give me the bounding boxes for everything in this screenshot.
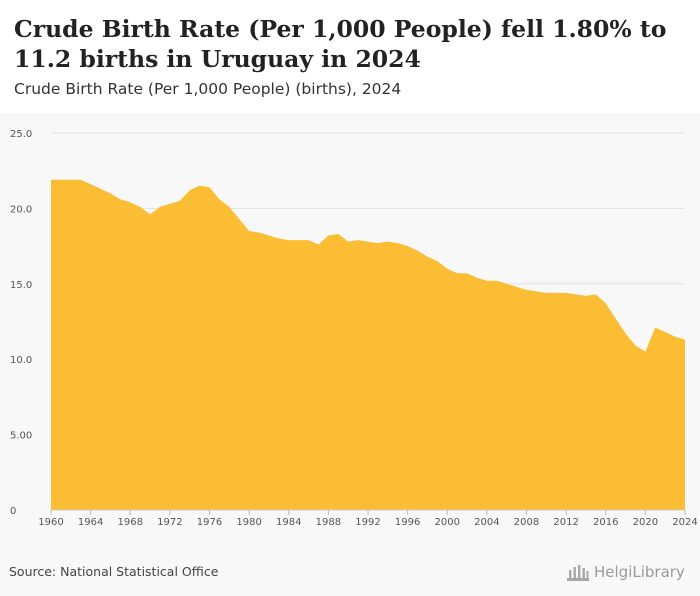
logo-text: HelgiLibrary (594, 563, 685, 581)
header: Crude Birth Rate (Per 1,000 People) fell… (0, 0, 700, 113)
y-tick-label: 25.0 (10, 129, 32, 140)
x-tick-label: 2004 (474, 517, 499, 528)
chart-subtitle: Crude Birth Rate (Per 1,000 People) (bir… (14, 80, 402, 98)
area-chart: 0 5.00 10.0 15.0 20.0 25.0 1960 1964 1968 1972 197… (10, 129, 698, 528)
chart-area: 0 5.00 10.0 15.0 20.0 25.0 1960 1964 1968 1972 197… (0, 113, 700, 596)
area-series (51, 179, 685, 510)
x-tick-label: 1984 (276, 517, 301, 528)
source-note: Source: National Statistical Office (9, 564, 219, 579)
y-tick-label: 0 (10, 506, 16, 517)
x-tick-label: 1980 (236, 517, 261, 528)
x-tick-label: 2020 (633, 517, 658, 528)
x-tick-label: 1976 (197, 517, 222, 528)
x-tick-label: 1968 (118, 517, 143, 528)
x-tick-label: 2000 (435, 517, 460, 528)
y-tick-label: 10.0 (10, 355, 32, 366)
x-tick-label: 1996 (395, 517, 420, 528)
y-tick-label: 5.00 (10, 431, 32, 442)
x-tick-label: 1964 (78, 517, 103, 528)
x-tick-label: 1972 (157, 517, 182, 528)
y-tick-label: 20.0 (10, 204, 32, 215)
x-tick-label: 2024 (672, 517, 697, 528)
x-tick-label: 1988 (316, 517, 341, 528)
library-building-icon (567, 565, 589, 581)
chart-title: Crude Birth Rate (Per 1,000 People) fell… (14, 15, 667, 73)
x-tick-label: 2008 (514, 517, 539, 528)
x-tick-label: 1960 (38, 517, 63, 528)
x-tick-label: 1992 (355, 517, 380, 528)
y-tick-label: 15.0 (10, 280, 32, 291)
helgi-library-logo: HelgiLibrary (566, 560, 685, 584)
x-tick-label: 2012 (553, 517, 578, 528)
x-tick-label: 2016 (593, 517, 618, 528)
